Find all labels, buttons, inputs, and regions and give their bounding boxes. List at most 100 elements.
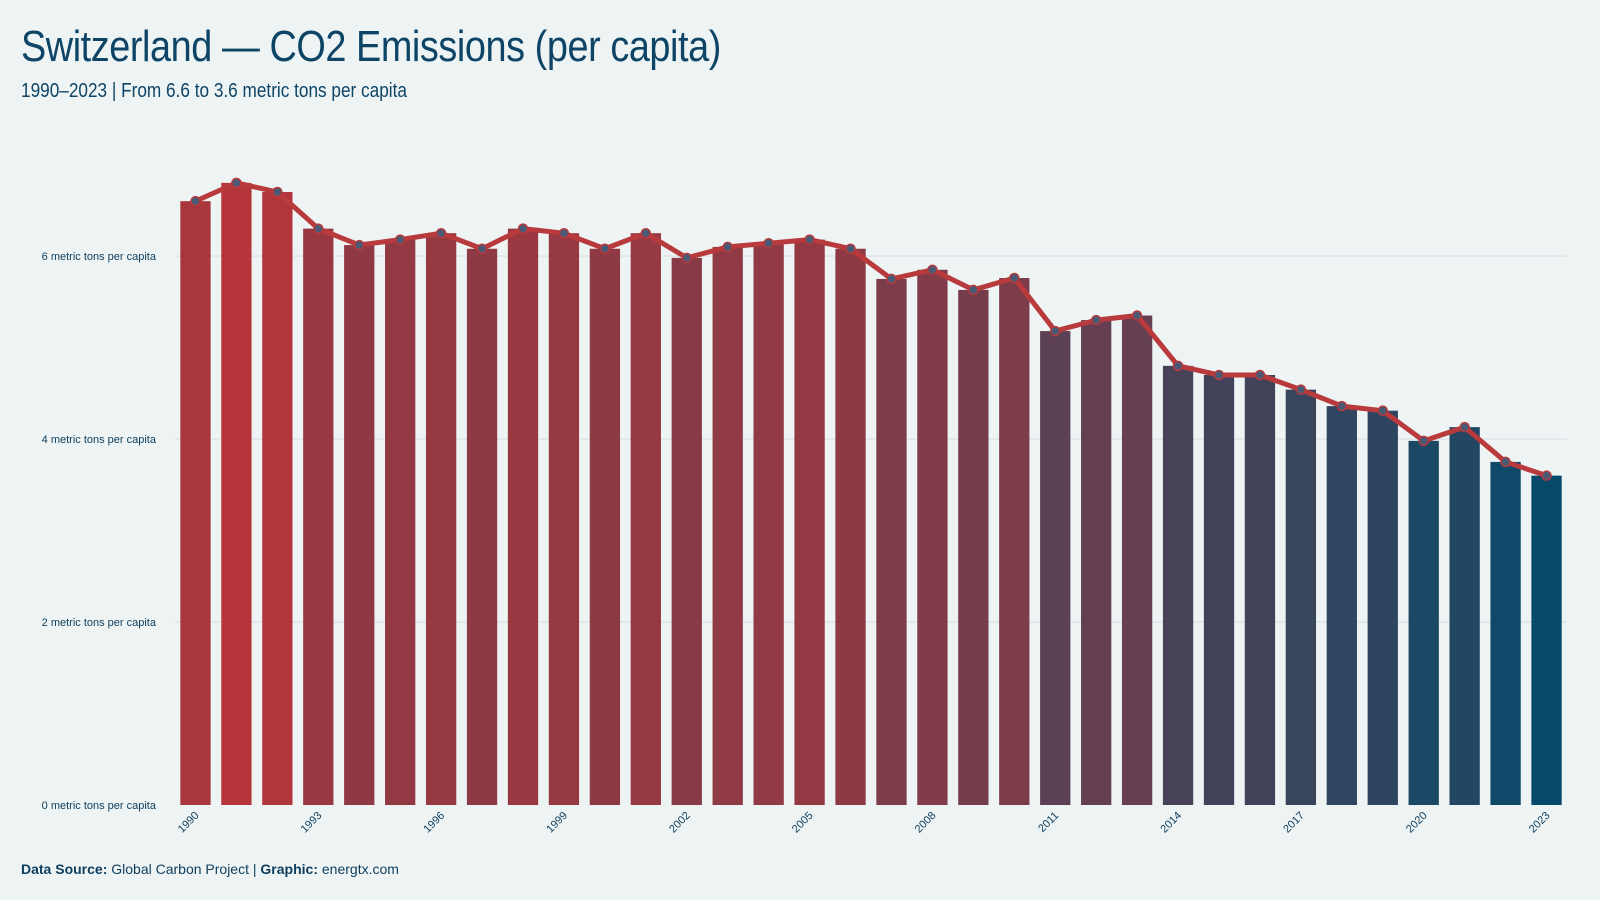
data-point [1172, 360, 1184, 372]
data-point [1131, 310, 1143, 321]
bar [262, 192, 293, 806]
bars [180, 182, 1562, 806]
data-point [1090, 314, 1102, 326]
x-axis-tick-labels: 1990 1993 1996 1999 2002 2005 2008 2011 2014 2017… [176, 810, 1553, 836]
bar [548, 233, 580, 806]
data-point [640, 227, 652, 239]
bar [385, 239, 416, 805]
x-tick-label: 1996 [421, 810, 447, 836]
data-point [1213, 369, 1225, 381]
bar [425, 233, 457, 806]
bar [876, 278, 907, 805]
y-tick-label: 6 metric tons per capita [42, 251, 157, 263]
bar [1285, 389, 1317, 805]
data-point [763, 238, 774, 249]
bar [835, 248, 866, 805]
bar [1408, 440, 1439, 805]
data-point [1418, 435, 1429, 447]
bar [1244, 375, 1276, 805]
data-point [394, 234, 406, 245]
data-point [681, 252, 693, 264]
data-point [599, 243, 611, 254]
data-point [435, 227, 447, 239]
bar [180, 201, 211, 805]
markers [190, 177, 1552, 481]
data-point [1500, 456, 1511, 468]
data-point [1009, 272, 1020, 284]
bar [466, 248, 498, 805]
data-point [517, 223, 529, 234]
data-point [1254, 369, 1266, 381]
x-tick-label: 2011 [1036, 810, 1061, 835]
bar [589, 248, 621, 805]
x-tick-label: 2017 [1281, 810, 1307, 836]
x-tick-label: 2008 [913, 810, 939, 836]
data-point [886, 273, 897, 285]
source-label: Data Source: [21, 861, 108, 877]
graphic-value: energtx.com [321, 861, 399, 877]
bar [753, 243, 784, 806]
bar [303, 228, 334, 806]
bar [1203, 375, 1235, 805]
bar [1121, 315, 1153, 805]
x-tick-label: 1999 [544, 810, 570, 836]
bar [917, 269, 948, 805]
bar [712, 246, 743, 805]
data-point [313, 223, 324, 234]
y-tick-label: 4 metric tons per capita [42, 434, 157, 446]
bar [507, 228, 539, 806]
x-tick-label: 1990 [176, 810, 202, 836]
data-point [353, 239, 365, 251]
series-line [192, 180, 1550, 479]
data-point [190, 195, 201, 207]
x-tick-label: 2014 [1158, 810, 1184, 836]
x-tick-label: 2005 [790, 810, 816, 836]
source-value: Global Carbon Project [111, 861, 249, 877]
bar [1040, 331, 1071, 805]
y-tick-label: 0 metric tons per capita [42, 800, 157, 812]
bar [1531, 475, 1562, 805]
data-point [968, 284, 979, 296]
y-axis-tick-labels: 0 metric tons per capita 2 metric tons pe… [42, 251, 157, 812]
y-tick-label: 2 metric tons per capita [42, 617, 157, 629]
data-point [1541, 470, 1552, 481]
data-point [1459, 421, 1470, 433]
bar [671, 257, 702, 805]
bar [1449, 427, 1480, 805]
data-point [722, 241, 733, 253]
x-tick-label: 2002 [667, 810, 693, 836]
data-point [272, 186, 283, 198]
bar [344, 245, 375, 806]
data-point [1377, 405, 1389, 416]
data-point [845, 243, 856, 254]
grid-lines [175, 255, 1567, 623]
x-tick-label: 1993 [299, 810, 325, 836]
bar [1326, 406, 1357, 805]
data-point [558, 227, 570, 239]
bar [794, 239, 825, 805]
x-tick-label: 2020 [1404, 810, 1430, 836]
x-tick-label: 2023 [1527, 810, 1553, 836]
data-point [804, 234, 815, 245]
footer: Data Source: Global Carbon Project | Gra… [21, 861, 399, 877]
data-point [476, 243, 488, 254]
data-point [1336, 400, 1348, 412]
bar [1367, 410, 1398, 805]
trend-line [192, 180, 1550, 479]
data-point [1295, 384, 1307, 395]
bar [221, 182, 252, 806]
bar [1081, 320, 1112, 805]
bar [1162, 365, 1194, 805]
bar [1490, 461, 1521, 805]
chart-subtitle: 1990–2023 | From 6.6 to 3.6 metric tons … [21, 80, 407, 102]
data-point [231, 177, 242, 189]
graphic-label: Graphic: [260, 861, 318, 877]
data-point [927, 264, 938, 276]
bar [958, 289, 989, 805]
footer-separator: | [252, 861, 257, 877]
chart-title: Switzerland — CO2 Emissions (per capita) [21, 22, 721, 71]
data-point [1049, 325, 1061, 337]
bar [999, 278, 1030, 806]
bar [630, 233, 661, 806]
